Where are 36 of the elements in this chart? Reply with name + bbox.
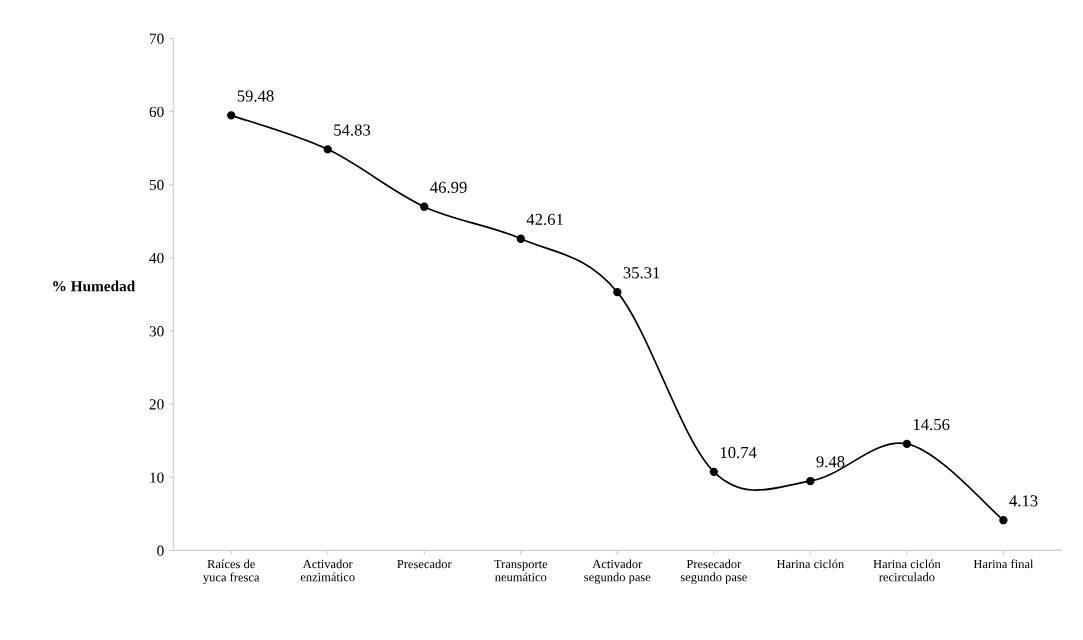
data-label: 9.48 bbox=[816, 456, 845, 468]
x-tick-label: Raíces de yuca fresca bbox=[203, 559, 260, 585]
y-tick-label: 70 bbox=[149, 33, 164, 44]
x-tick-label: Presecador segundo pase bbox=[680, 559, 747, 584]
x-tick-label: Activador enzimático bbox=[300, 559, 355, 582]
data-label: 4.13 bbox=[1009, 495, 1038, 507]
point bbox=[999, 516, 1008, 525]
point bbox=[420, 202, 429, 211]
y-tick-label: 50 bbox=[149, 179, 164, 191]
point bbox=[709, 467, 719, 477]
data-label: 35.31 bbox=[623, 267, 660, 279]
point bbox=[227, 111, 236, 120]
x-tick-label: Harina ciclón bbox=[776, 559, 845, 569]
x-tick-label: Harina final bbox=[973, 559, 1034, 569]
data-label: 42.61 bbox=[526, 213, 563, 226]
y-tick-label: 60 bbox=[149, 106, 164, 117]
x-tick-label: Harina ciclón recirculado bbox=[873, 559, 941, 582]
point bbox=[613, 287, 622, 297]
data-label: 59.48 bbox=[237, 90, 274, 102]
y-tick-label: 40 bbox=[149, 252, 164, 264]
y-tick-label: 30 bbox=[149, 326, 164, 337]
data-label: 54.83 bbox=[334, 124, 371, 136]
x-tick-label: Presecador bbox=[397, 559, 452, 569]
point bbox=[323, 145, 332, 154]
x-tick-label: Transporte neumático bbox=[494, 559, 548, 582]
point bbox=[902, 439, 912, 449]
x-tick-label: Activador segundo pase bbox=[584, 559, 651, 584]
y-tick-label: 0 bbox=[157, 545, 164, 556]
point bbox=[516, 234, 525, 243]
data-label: 46.99 bbox=[430, 181, 467, 194]
y-axis-title: % Humedad bbox=[53, 280, 136, 292]
y-tick-label: 10 bbox=[150, 472, 164, 483]
data-label: 14.56 bbox=[913, 418, 950, 431]
y-tick-label: 20 bbox=[149, 399, 164, 410]
data-label: 10.74 bbox=[720, 446, 757, 459]
point bbox=[806, 476, 815, 486]
